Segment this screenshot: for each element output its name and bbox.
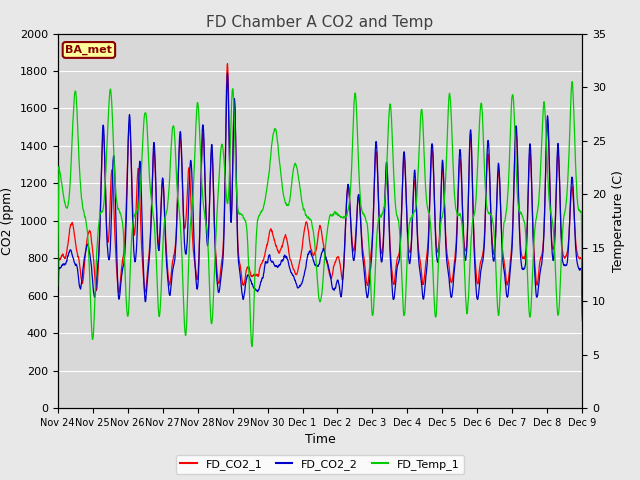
X-axis label: Time: Time bbox=[305, 433, 335, 446]
Legend: FD_CO2_1, FD_CO2_2, FD_Temp_1: FD_CO2_1, FD_CO2_2, FD_Temp_1 bbox=[176, 455, 464, 474]
Text: BA_met: BA_met bbox=[65, 45, 113, 55]
Y-axis label: Temperature (C): Temperature (C) bbox=[612, 170, 625, 272]
Title: FD Chamber A CO2 and Temp: FD Chamber A CO2 and Temp bbox=[206, 15, 434, 30]
Y-axis label: CO2 (ppm): CO2 (ppm) bbox=[1, 187, 14, 255]
